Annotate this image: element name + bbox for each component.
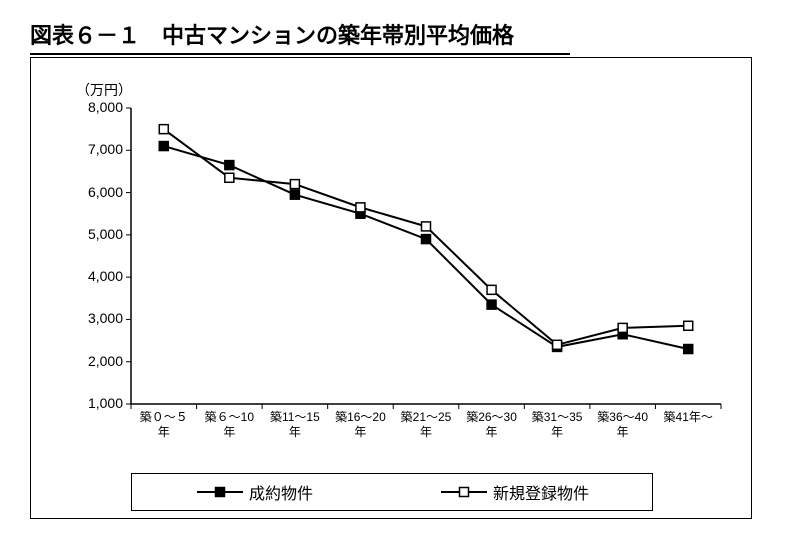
series-marker-1-1 — [225, 173, 234, 182]
series-marker-0-4 — [422, 235, 431, 244]
legend-item: 成約物件 — [195, 480, 313, 504]
series-marker-0-5 — [487, 300, 496, 309]
x-tick-label: 築41年～ — [655, 410, 721, 425]
series-marker-1-3 — [356, 203, 365, 212]
x-tick-label: 築36～40年 — [590, 410, 656, 440]
x-tick-label: 築16～20年 — [328, 410, 394, 440]
series-marker-1-7 — [618, 323, 627, 332]
chart-plot — [31, 58, 751, 458]
series-marker-1-4 — [422, 222, 431, 231]
x-tick-label: 築26～30年 — [459, 410, 525, 440]
series-marker-0-2 — [290, 190, 299, 199]
chart-title: 図表６－１ 中古マンションの築年帯別平均価格 — [30, 18, 570, 55]
series-marker-0-1 — [225, 161, 234, 170]
series-marker-1-6 — [553, 340, 562, 349]
y-tick-label: 8,000 — [63, 99, 123, 115]
legend-label: 成約物件 — [249, 480, 313, 504]
series-marker-1-5 — [487, 285, 496, 294]
y-tick-label: 1,000 — [63, 395, 123, 411]
series-marker-1-0 — [159, 125, 168, 134]
chart-legend: 成約物件 新規登録物件 — [131, 473, 653, 511]
series-marker-1-8 — [684, 321, 693, 330]
series-marker-1-2 — [290, 180, 299, 189]
legend-item: 新規登録物件 — [439, 480, 589, 504]
y-tick-label: 3,000 — [63, 310, 123, 326]
y-tick-label: 2,000 — [63, 353, 123, 369]
legend-marker-icon — [439, 482, 489, 502]
series-marker-0-8 — [684, 345, 693, 354]
x-tick-label: 築６～10年 — [197, 410, 263, 440]
legend-marker-icon — [195, 482, 245, 502]
x-tick-label: 築11～15年 — [262, 410, 328, 440]
y-tick-label: 5,000 — [63, 226, 123, 242]
legend-label: 新規登録物件 — [493, 480, 589, 504]
series-marker-0-0 — [159, 142, 168, 151]
x-tick-label: 築０～５年 — [131, 410, 197, 440]
x-tick-label: 築31～35年 — [524, 410, 590, 440]
series-line-0 — [164, 146, 688, 349]
y-tick-label: 7,000 — [63, 141, 123, 157]
y-tick-label: 6,000 — [63, 184, 123, 200]
x-tick-label: 築21～25年 — [393, 410, 459, 440]
chart-frame: （万円） 1,0002,0003,0004,0005,0006,0007,000… — [30, 57, 752, 519]
y-tick-label: 4,000 — [63, 268, 123, 284]
